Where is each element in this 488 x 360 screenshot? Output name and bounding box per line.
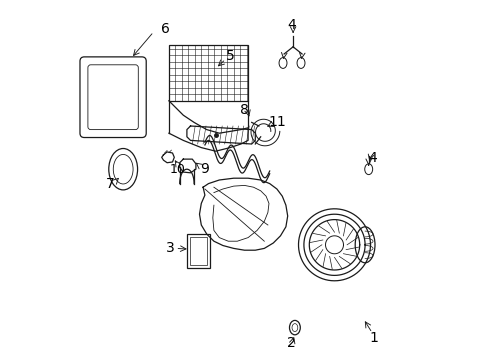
Text: 11: 11 [267, 116, 285, 129]
Text: 4: 4 [286, 18, 295, 32]
Bar [168, 45, 247, 101]
Text: 9: 9 [200, 162, 209, 176]
Bar [186, 234, 210, 268]
FancyBboxPatch shape [80, 57, 146, 138]
Ellipse shape [108, 149, 137, 190]
Ellipse shape [354, 227, 374, 263]
Ellipse shape [113, 154, 133, 184]
Text: 7: 7 [106, 177, 115, 190]
Text: 2: 2 [286, 336, 295, 350]
Ellipse shape [279, 58, 286, 68]
Bar [189, 237, 206, 265]
Ellipse shape [289, 320, 300, 335]
Text: 8: 8 [240, 103, 248, 117]
Ellipse shape [364, 164, 372, 175]
Text: 3: 3 [166, 242, 175, 255]
Text: 4: 4 [367, 152, 376, 165]
Text: 6: 6 [161, 22, 169, 36]
Ellipse shape [291, 324, 297, 332]
Text: 10: 10 [170, 163, 185, 176]
Text: 1: 1 [369, 331, 378, 345]
Text: 5: 5 [225, 49, 234, 63]
Ellipse shape [296, 58, 305, 68]
FancyBboxPatch shape [88, 65, 138, 130]
